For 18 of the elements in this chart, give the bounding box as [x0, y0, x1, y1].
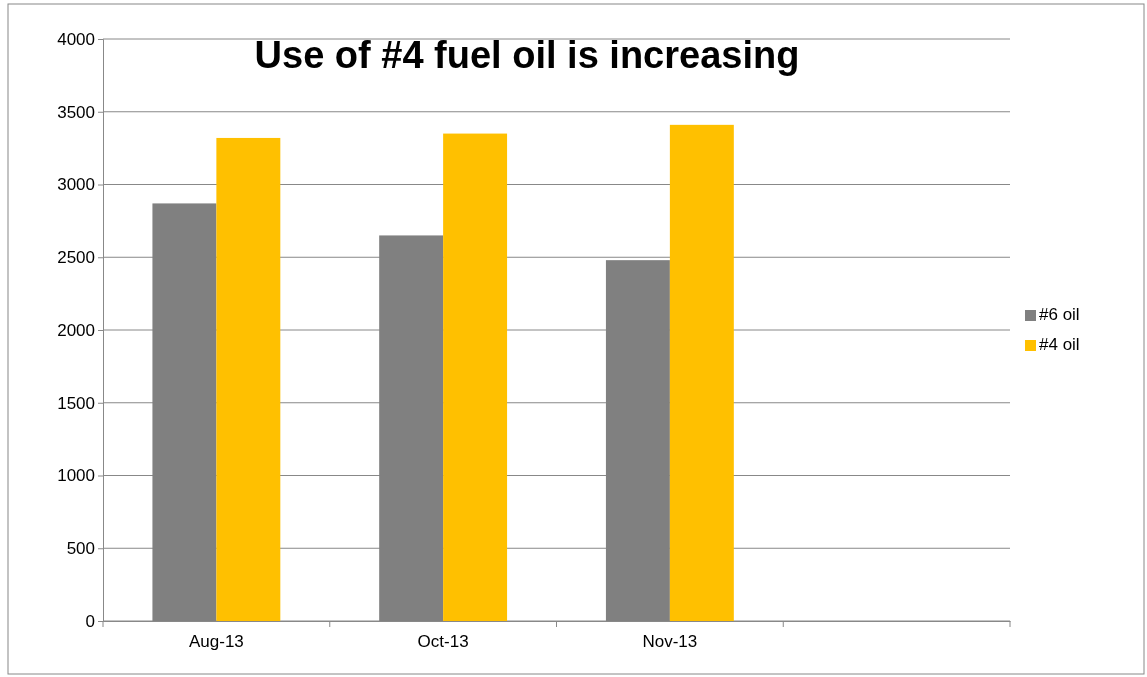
- bar: [669, 124, 734, 621]
- legend-label: #6 oil: [1039, 305, 1080, 324]
- bar: [443, 133, 508, 621]
- bar: [216, 137, 281, 621]
- x-tick-label: Oct-13: [417, 632, 469, 652]
- x-tick-label: Aug-13: [188, 632, 244, 652]
- chart-title: Use of #4 fuel oil is increasing: [254, 34, 800, 76]
- y-tick-label: 0: [85, 611, 95, 631]
- y-tick-label: 2000: [57, 320, 95, 340]
- x-tick-label: Nov-13: [642, 632, 698, 652]
- y-tick-label: 1000: [57, 466, 95, 486]
- y-tick-label: 3500: [57, 102, 95, 122]
- y-tick-label: 500: [66, 539, 95, 559]
- y-tick-label: 3000: [57, 175, 95, 195]
- y-tick-label: 4000: [57, 29, 95, 49]
- y-tick-label: 1500: [57, 393, 95, 413]
- y-tick-label: 2500: [57, 248, 95, 268]
- legend-label: #4 oil: [1039, 335, 1080, 354]
